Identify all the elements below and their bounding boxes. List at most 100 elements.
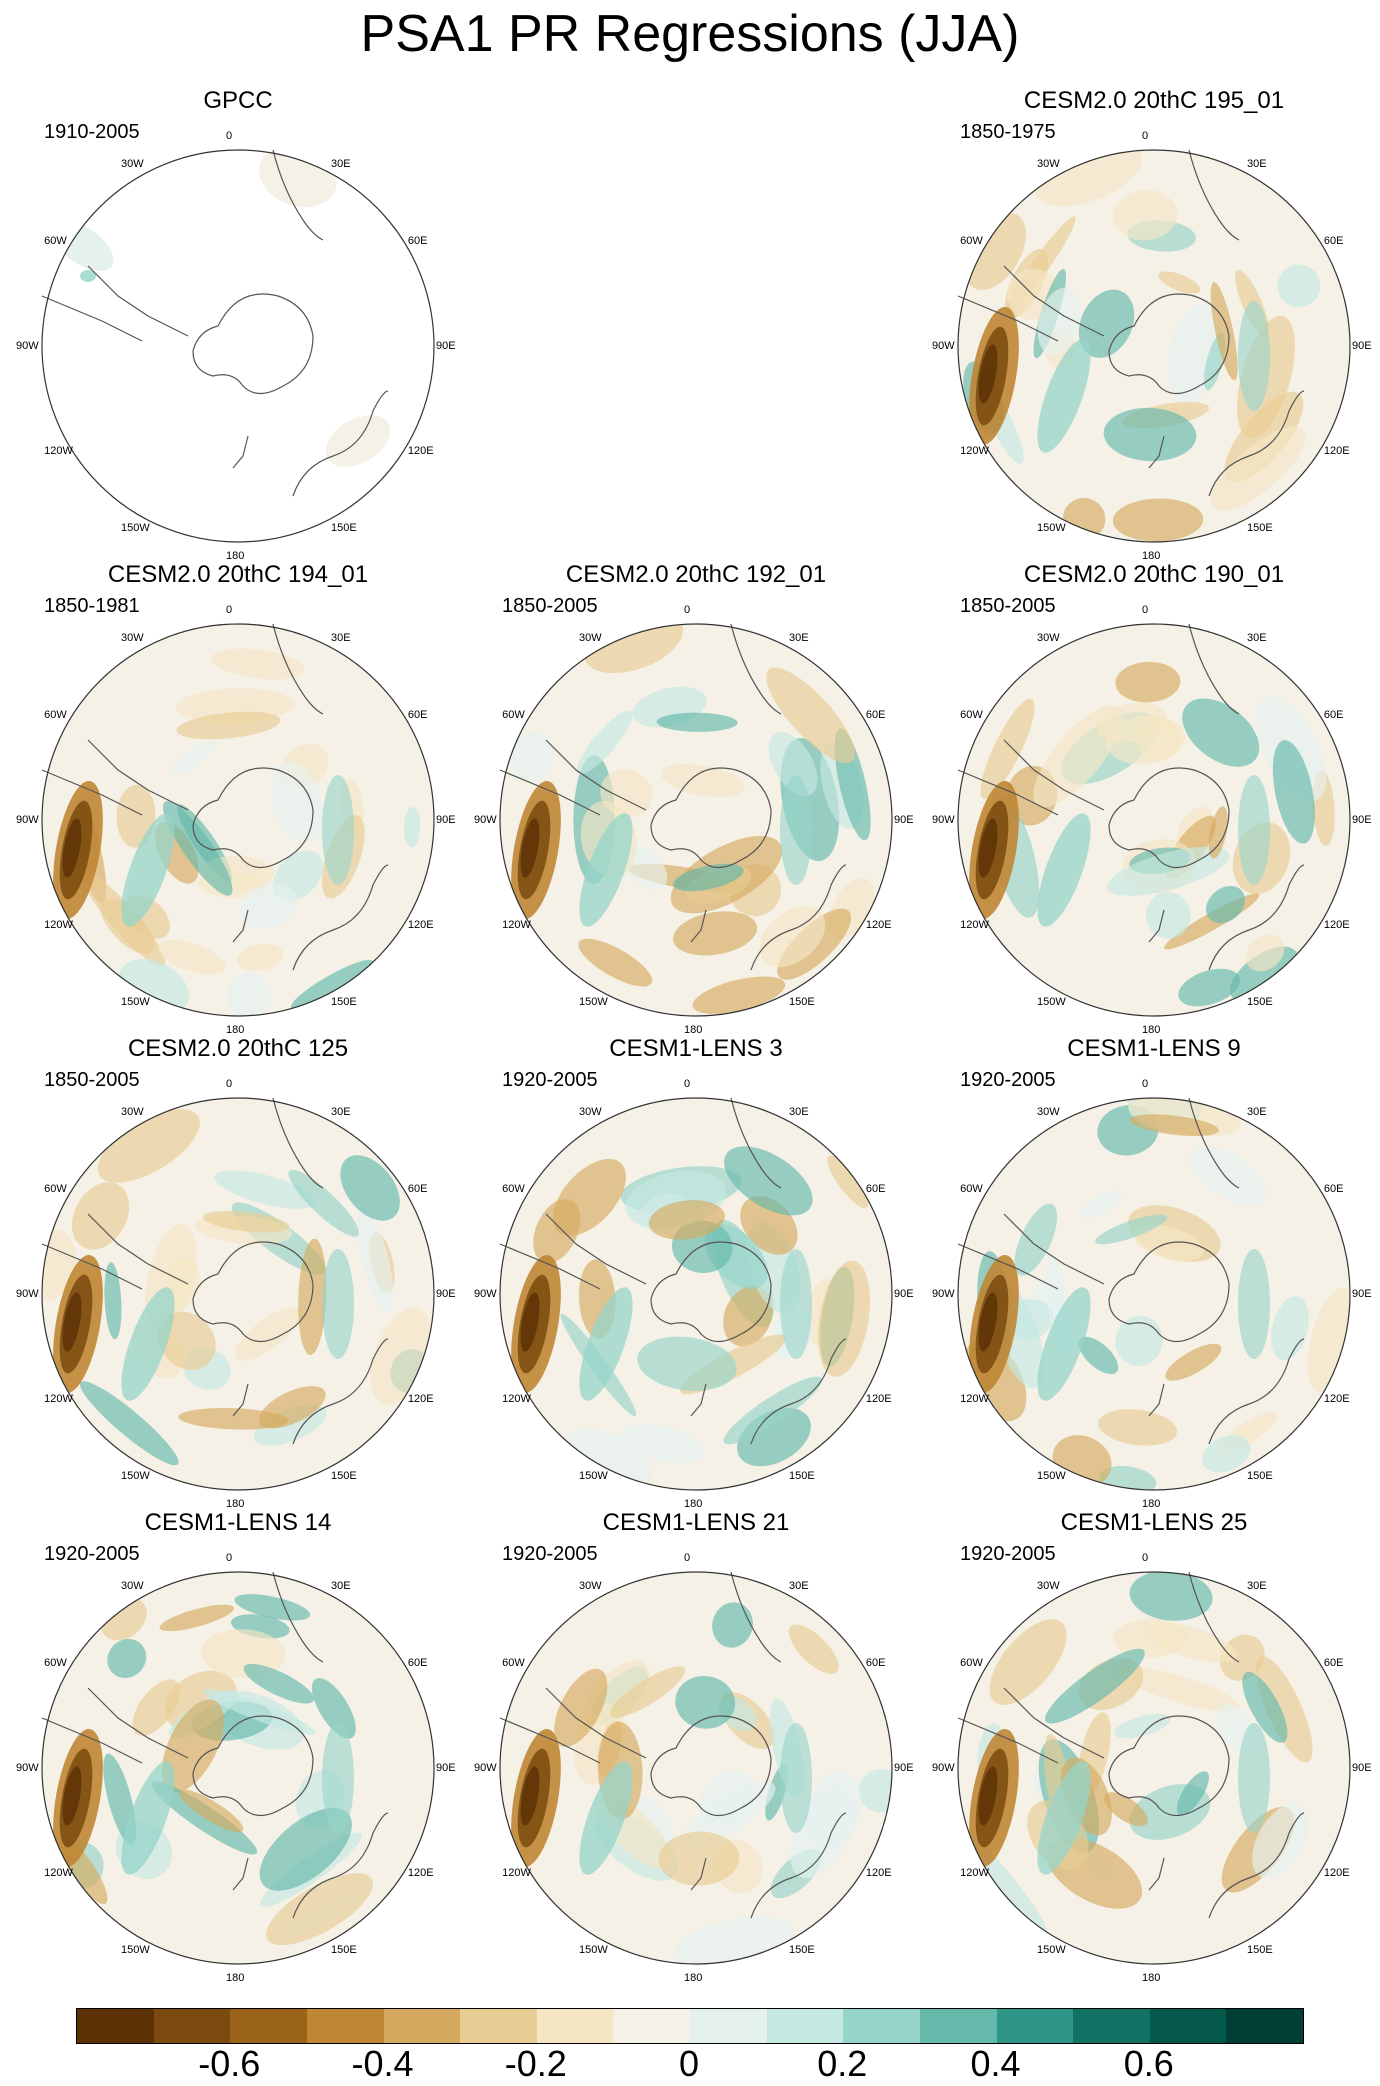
panel-title: CESM1-LENS 9: [1067, 1035, 1241, 1062]
longitude-label: 30W: [1037, 632, 1060, 645]
map-panel: CESM2.0 20thC 195_01 1850-1975 0 30E 60E 90E 1…: [924, 86, 1380, 562]
longitude-label: 60E: [1323, 709, 1344, 721]
longitude-label: 0: [1142, 130, 1149, 142]
map-panel: CESM2.0 20thC 194_01 1850-1981 0 30E 60E 90E 1…: [8, 560, 468, 1036]
longitude-label: 30E: [789, 632, 809, 645]
polar-map: [957, 1097, 1351, 1491]
colorbar-tick-label: 0.2: [817, 2043, 868, 2084]
longitude-label: 60E: [1323, 235, 1344, 247]
longitude-label: 120E: [1323, 445, 1350, 457]
longitude-label: 30E: [1247, 1580, 1267, 1593]
longitude-label: 120E: [1323, 919, 1350, 931]
longitude-label: 120W: [44, 1393, 73, 1405]
panel-title: GPCC: [203, 87, 273, 114]
colorbar-swatch: [306, 2009, 384, 2043]
polar-map: [41, 623, 435, 1017]
colorbar-swatch: [996, 2009, 1074, 2043]
longitude-label: 60W: [44, 1657, 67, 1669]
longitude-label: 120E: [865, 1867, 892, 1879]
coastlines: [41, 623, 389, 971]
colorbar-swatch: [460, 2009, 537, 2043]
longitude-label: 60E: [865, 709, 886, 721]
map-panel: CESM1-LENS 14 1920-2005 0 30E 60E 90E 120E 150E…: [8, 1508, 468, 1984]
panel-period: 1850-2005: [44, 1069, 140, 1091]
map-panel: CESM1-LENS 21 1920-2005 0 30E 60E 90E 120E 150E…: [466, 1508, 926, 1984]
polar-map: [41, 1097, 435, 1491]
longitude-label: 180: [684, 1972, 703, 1984]
longitude-label: 90W: [474, 814, 497, 826]
colorbar-tick-label: 0.6: [1123, 2043, 1174, 2084]
coastlines: [957, 1097, 1305, 1445]
longitude-label: 90E: [436, 1288, 456, 1300]
longitude-label: 90E: [436, 1762, 456, 1774]
longitude-label: 60W: [502, 1657, 525, 1669]
longitude-label: 30E: [331, 1580, 351, 1593]
longitude-label: 120W: [502, 919, 531, 931]
map-panel: CESM2.0 20thC 192_01 1850-2005 0 30E 60E 90E 1…: [466, 560, 926, 1036]
panel-title: CESM2.0 20thC 125: [127, 1035, 349, 1062]
panel-period: 1910-2005: [44, 121, 140, 143]
longitude-label: 90W: [16, 1288, 39, 1300]
longitude-label: 60E: [1323, 1183, 1344, 1195]
longitude-label: 120W: [502, 1393, 531, 1405]
longitude-label: 60W: [960, 709, 983, 721]
polar-map: [499, 1097, 893, 1491]
longitude-label: 120W: [502, 1867, 531, 1879]
longitude-label: 30W: [579, 1580, 602, 1593]
polar-map: [499, 623, 893, 1017]
longitude-label: 0: [684, 604, 691, 616]
panel-title: CESM2.0 20thC 192_01: [565, 561, 827, 588]
longitude-label: 180: [1142, 1972, 1161, 1984]
longitude-label: 30W: [579, 632, 602, 645]
precip-field: [500, 1098, 892, 1490]
panel-period: 1850-1981: [44, 595, 140, 617]
longitude-label: 30W: [121, 632, 144, 645]
panel-title: CESM2.0 20thC 190_01: [1023, 561, 1285, 588]
longitude-label: 90W: [932, 814, 955, 826]
precip-field: [958, 1572, 1350, 1964]
longitude-label: 180: [226, 550, 245, 562]
longitude-label: 60E: [865, 1657, 886, 1669]
longitude-label: 120E: [1323, 1393, 1350, 1405]
longitude-label: 120W: [960, 1867, 989, 1879]
longitude-label: 150E: [789, 995, 815, 1008]
colorbar-swatch: [153, 2009, 231, 2043]
longitude-label: 60W: [502, 709, 525, 721]
longitude-label: 120E: [865, 1393, 892, 1405]
longitude-label: 180: [226, 1024, 245, 1036]
panel-period: 1850-1975: [960, 121, 1056, 143]
longitude-label: 30E: [331, 632, 351, 645]
colorbar-tick-label: -0.2: [504, 2043, 567, 2084]
panel-period: 1920-2005: [960, 1069, 1056, 1091]
longitude-label: 90W: [16, 1762, 39, 1774]
colorbar-swatch: [1226, 2009, 1303, 2043]
longitude-label: 0: [1142, 1078, 1149, 1090]
colorbar-swatch: [919, 2009, 997, 2043]
colorbar-swatch: [1073, 2009, 1150, 2043]
longitude-label: 60W: [960, 235, 983, 247]
longitude-label: 30E: [789, 1106, 809, 1119]
longitude-label: 0: [226, 130, 233, 142]
longitude-label: 150W: [579, 1943, 608, 1956]
longitude-label: 0: [226, 1552, 233, 1564]
longitude-label: 30E: [1247, 632, 1267, 645]
longitude-label: 90W: [932, 1288, 955, 1300]
colorbar-swatch: [690, 2009, 767, 2043]
panel-period: 1850-2005: [960, 595, 1056, 617]
longitude-label: 30W: [121, 1580, 144, 1593]
panel-period: 1920-2005: [960, 1543, 1056, 1565]
colorbar-swatch: [230, 2009, 307, 2043]
coastlines: [957, 623, 1305, 971]
longitude-label: 180: [226, 1972, 245, 1984]
colorbar-tick-label: -0.6: [198, 2043, 261, 2084]
longitude-label: 180: [1142, 1498, 1161, 1510]
polar-map: [957, 1571, 1351, 1965]
coastlines: [41, 1571, 389, 1919]
polar-map: [957, 149, 1351, 543]
polar-map: [499, 1571, 893, 1965]
longitude-label: 60E: [1323, 1657, 1344, 1669]
panel-period: 1920-2005: [502, 1069, 598, 1091]
longitude-label: 90E: [1352, 1288, 1372, 1300]
longitude-label: 150E: [789, 1943, 815, 1956]
colorbar-swatch: [843, 2009, 920, 2043]
